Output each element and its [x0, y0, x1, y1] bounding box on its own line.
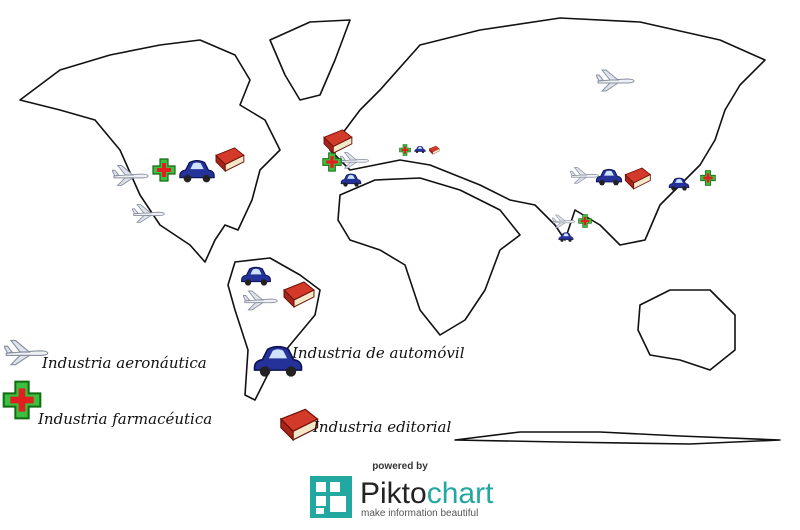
legend: Industria aeronáutica Industria farmacéu…	[2, 339, 465, 441]
legend-label: Industria farmacéutica	[37, 410, 212, 428]
footer: powered by Piktochart make information b…	[310, 461, 494, 519]
legend-label: Industria aeronáutica	[41, 354, 207, 372]
legend-label: Industria editorial	[312, 418, 451, 436]
tagline: make information beautiful	[361, 508, 478, 519]
powered-by: powered by	[372, 461, 428, 472]
world-outline	[19, 17, 781, 445]
legend-cross-icon	[2, 380, 42, 420]
piktochart-logo-icon	[310, 476, 352, 518]
brand: Piktochart	[360, 477, 494, 510]
car-icon	[340, 173, 362, 187]
legend-label: Industria de automóvil	[291, 344, 465, 362]
cross-icon	[700, 170, 716, 186]
brand-prefix: Pikto	[360, 477, 427, 510]
brand-suffix: chart	[427, 477, 494, 510]
